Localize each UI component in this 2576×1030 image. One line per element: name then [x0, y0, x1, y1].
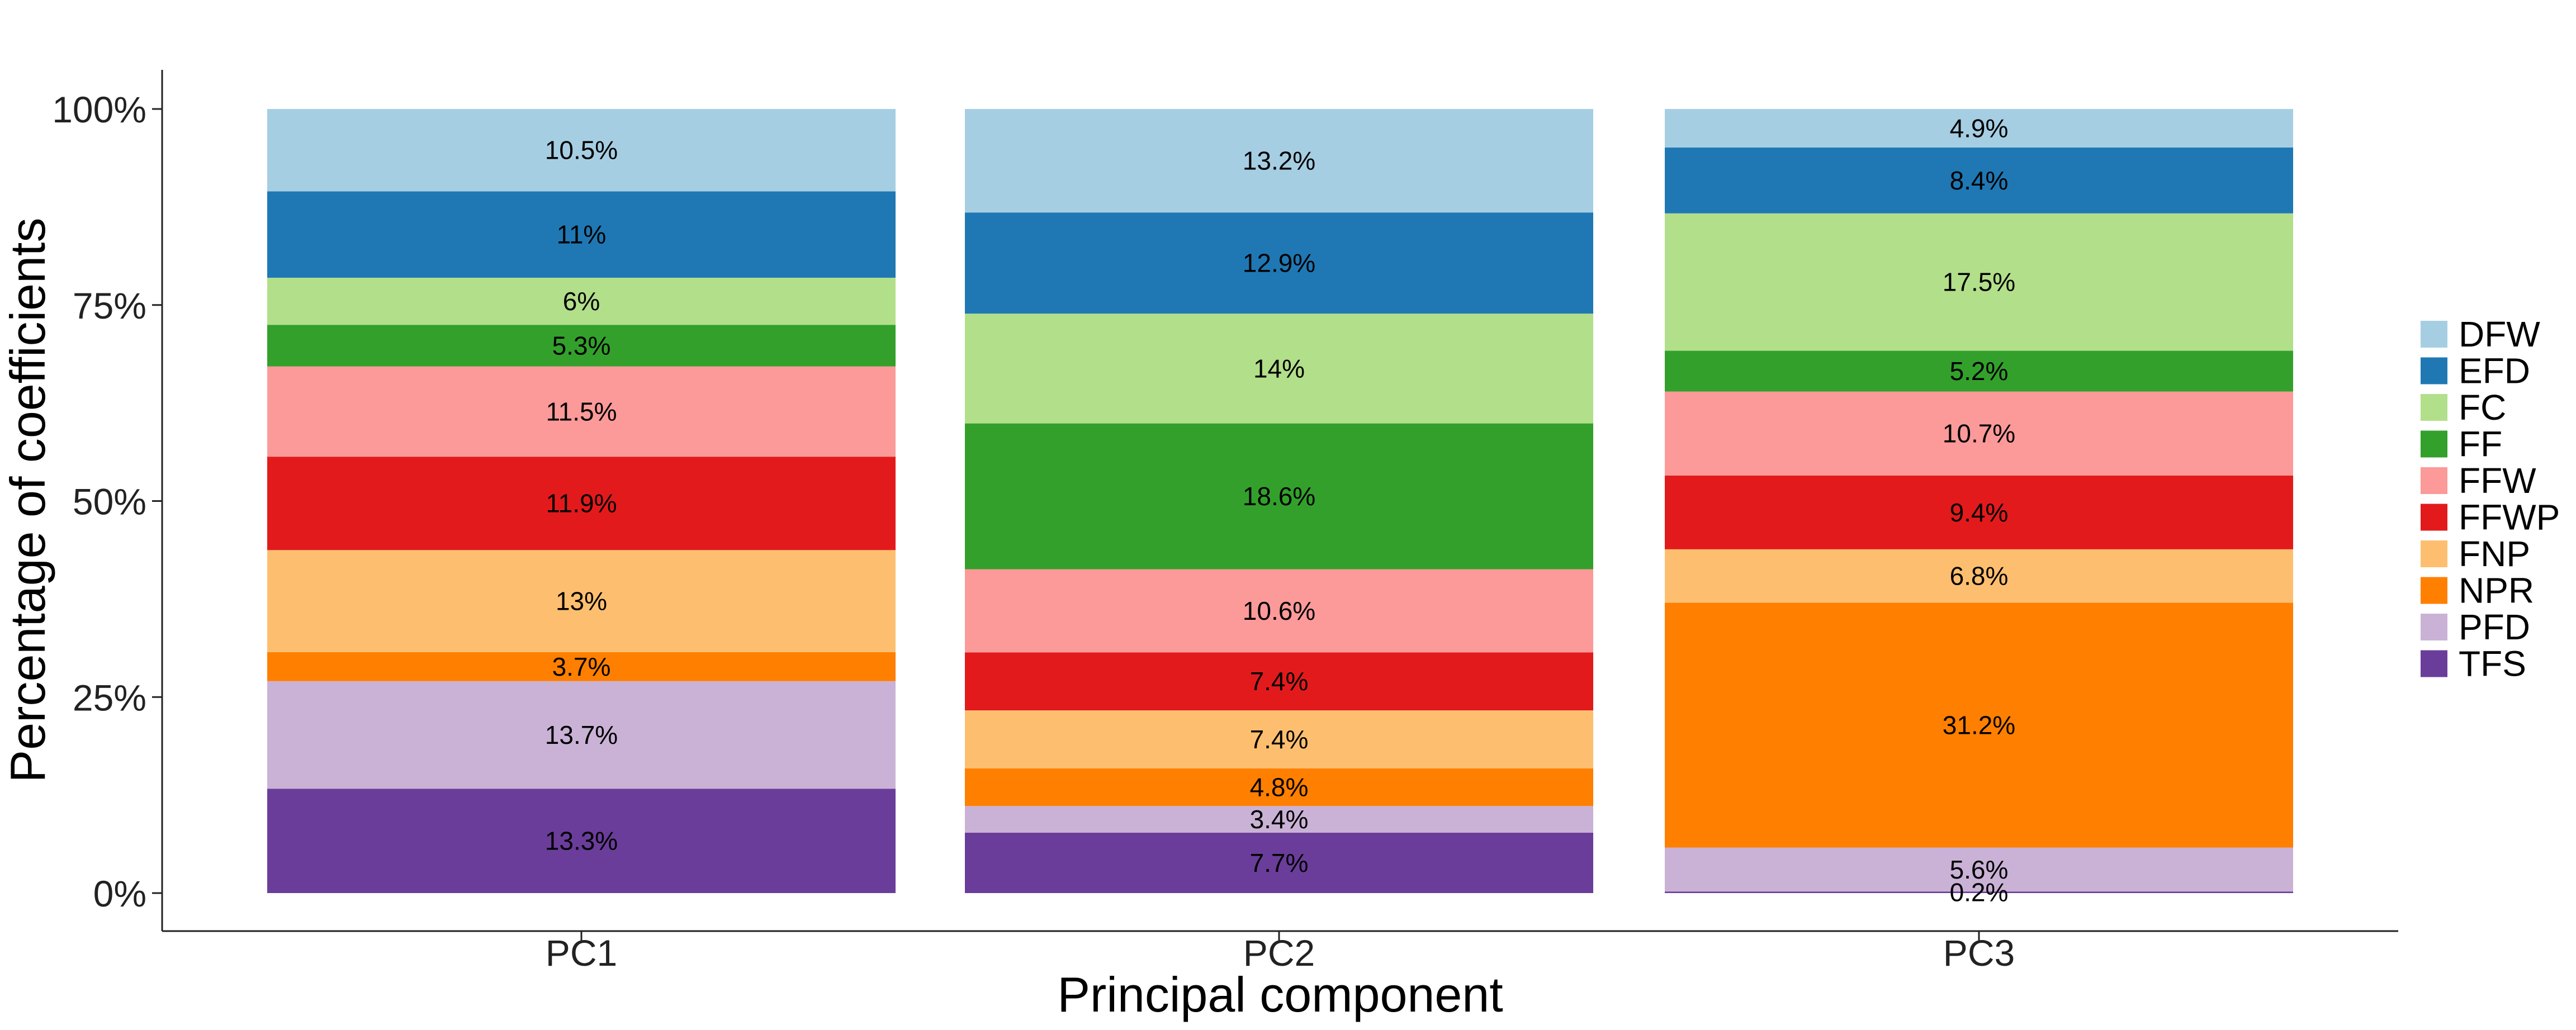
- data-label-pc3-dfw: 4.9%: [1950, 113, 2009, 143]
- bar-segment-pc2-dfw: [965, 109, 1593, 213]
- data-label-pc3-fnp: 6.8%: [1950, 562, 2009, 591]
- legend-key-tfs: [2421, 650, 2447, 677]
- data-label-pc2-ffw: 10.6%: [1243, 596, 1315, 625]
- data-label-pc2-dfw: 13.2%: [1243, 146, 1315, 175]
- y-tick-label: 50%: [73, 481, 146, 523]
- legend-label-dfw: DFW: [2459, 314, 2540, 354]
- legend-key-efd: [2421, 357, 2447, 385]
- y-tick-label: 75%: [73, 285, 146, 326]
- data-label-pc2-npr: 4.8%: [1250, 773, 1309, 802]
- bar-segment-pc1-pfd: [267, 681, 896, 789]
- bar-segment-pc1-efd: [267, 191, 896, 278]
- data-label-pc3-fc: 17.5%: [1943, 268, 2015, 297]
- bar-segment-pc3-fc: [1665, 213, 2293, 351]
- data-label-pc2-tfs: 7.7%: [1250, 848, 1309, 877]
- legend-label-ff: FF: [2459, 424, 2502, 464]
- legend-key-ffwp: [2421, 504, 2447, 531]
- bar-segment-pc1-dfw: [267, 109, 896, 192]
- y-tick-label: 0%: [93, 873, 146, 914]
- bar-segment-pc1-fnp: [267, 550, 896, 652]
- bar-segment-pc2-fnp: [965, 710, 1593, 768]
- legend-key-dfw: [2421, 321, 2447, 348]
- data-label-pc2-pfd: 3.4%: [1250, 805, 1309, 834]
- bar-segment-pc2-pfd: [965, 806, 1593, 833]
- data-label-pc1-ffw: 11.5%: [546, 397, 617, 426]
- bar-segment-pc1-tfs: [267, 789, 896, 893]
- legend-label-fnp: FNP: [2459, 534, 2530, 574]
- bars-layer: [267, 109, 2293, 893]
- data-label-pc2-fnp: 7.4%: [1250, 725, 1309, 754]
- bar-segment-pc3-pfd: [1665, 847, 2293, 892]
- bar-segment-pc3-efd: [1665, 147, 2293, 213]
- bar-segment-pc2-fc: [965, 314, 1593, 424]
- data-label-pc3-ff: 5.2%: [1950, 357, 2009, 386]
- data-labels-layer: 13.3% 13.7% 3.7% 13% 11.9% 11.5% 5.3% 6% 11% 10.5…: [545, 113, 2015, 906]
- y-tick-label: 25%: [73, 677, 146, 718]
- y-tick-label: 100%: [52, 89, 146, 130]
- legend-label-efd: EFD: [2459, 351, 2530, 391]
- bar-segment-pc3-tfs: [1665, 891, 2293, 893]
- y-ticks-layer: 0% 25% 50% 75% 100%: [52, 89, 162, 914]
- data-label-pc1-pfd: 13.7%: [545, 720, 618, 749]
- data-label-pc1-tfs: 13.3%: [545, 827, 618, 856]
- bar-segment-pc1-fc: [267, 277, 896, 325]
- bar-segment-pc2-ff: [965, 423, 1593, 569]
- data-label-pc1-efd: 11%: [557, 220, 607, 249]
- data-label-pc1-ff: 5.3%: [552, 331, 611, 360]
- legend-label-pfd: PFD: [2459, 607, 2530, 647]
- data-label-pc1-npr: 3.7%: [552, 652, 611, 681]
- bar-segment-pc1-npr: [267, 652, 896, 681]
- legend-label-ffw: FFW: [2459, 461, 2536, 501]
- bar-segment-pc3-ffwp: [1665, 475, 2293, 549]
- legend-key-fc: [2421, 394, 2447, 421]
- bar-segment-pc3-ffw: [1665, 391, 2293, 476]
- data-label-pc1-dfw: 10.5%: [545, 136, 618, 165]
- bar-segment-pc3-npr: [1665, 602, 2293, 848]
- legend-label-npr: NPR: [2459, 571, 2534, 611]
- x-tick-label-pc3: PC3: [1943, 932, 2015, 974]
- data-label-pc3-npr: 31.2%: [1943, 710, 2015, 739]
- bar-segment-pc2-ffw: [965, 569, 1593, 653]
- bar-segment-pc2-ffwp: [965, 652, 1593, 711]
- data-label-pc2-ff: 18.6%: [1243, 482, 1315, 511]
- bar-segment-pc2-efd: [965, 212, 1593, 314]
- legend-key-ffw: [2421, 467, 2447, 494]
- x-tick-label-pc1: PC1: [546, 932, 617, 974]
- bar-segment-pc2-tfs: [965, 832, 1593, 893]
- bar-segment-pc3-ff: [1665, 350, 2293, 392]
- x-tick-label-pc2: PC2: [1243, 932, 1315, 974]
- data-label-pc1-ffwp: 11.9%: [546, 489, 617, 518]
- legend-label-tfs: TFS: [2459, 644, 2526, 684]
- bar-segment-pc2-npr: [965, 768, 1593, 806]
- data-label-pc1-fnp: 13%: [556, 587, 607, 616]
- legend-label-fc: FC: [2459, 387, 2506, 428]
- data-label-pc3-efd: 8.4%: [1950, 166, 2009, 195]
- x-axis-title: Principal component: [1057, 967, 1503, 1022]
- data-label-pc3-ffw: 10.7%: [1943, 419, 2015, 448]
- data-label-pc3-ffwp: 9.4%: [1950, 498, 2009, 527]
- legend-key-npr: [2421, 577, 2447, 604]
- bar-segment-pc1-ffwp: [267, 457, 896, 550]
- legend-key-fnp: [2421, 540, 2447, 567]
- bar-segment-pc1-ffw: [267, 366, 896, 457]
- data-label-pc3-tfs: 0.2%: [1950, 878, 2009, 907]
- y-axis-title: Percentage of coefficients: [0, 217, 55, 782]
- data-label-pc2-ffwp: 7.4%: [1250, 667, 1309, 696]
- data-label-pc3-pfd: 5.6%: [1950, 855, 2009, 884]
- bar-segment-pc1-ff: [267, 325, 896, 367]
- data-label-pc1-fc: 6%: [563, 287, 600, 316]
- bar-segment-pc3-fnp: [1665, 549, 2293, 603]
- legend-key-pfd: [2421, 614, 2447, 640]
- legend-label-ffwp: FFWP: [2459, 497, 2560, 538]
- data-label-pc2-efd: 12.9%: [1243, 249, 1315, 278]
- data-label-pc2-fc: 14%: [1253, 354, 1305, 383]
- legend-key-ff: [2421, 430, 2447, 458]
- bar-segment-pc3-dfw: [1665, 109, 2293, 148]
- x-ticks-layer: PC1 PC2 PC3: [546, 931, 2015, 974]
